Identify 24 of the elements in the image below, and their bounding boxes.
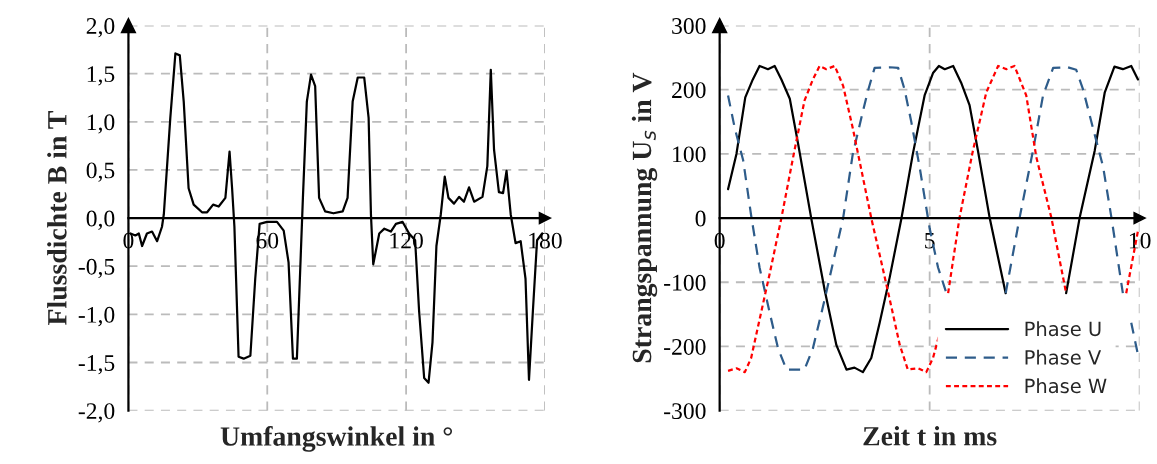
x-tick-label: 10: [1129, 232, 1151, 249]
y-axis-title: Strangspannung U$_{s}$ in V: [631, 72, 658, 363]
y-tick-label: 1,0: [87, 114, 115, 134]
legend-label: Phase U: [1025, 321, 1101, 337]
legend-label: Phase V: [1025, 349, 1102, 365]
y-tick-label: 2,0: [86, 18, 115, 38]
y-tick-label: 0,5: [86, 162, 115, 182]
y-tick-label: -1,0: [78, 306, 115, 327]
y-tick-label: -300: [664, 403, 706, 420]
y-tick-label: 0,0: [86, 210, 115, 230]
y-tick-label: -0,5: [78, 258, 115, 279]
x-axis-title: Zeit t in ms: [863, 426, 997, 446]
y-tick-label: -2,0: [78, 403, 115, 423]
y-axis-title: Flussdichte B in T: [47, 111, 67, 326]
y-tick-label: 200: [672, 82, 706, 99]
y-tick-label: 1,5: [87, 66, 115, 86]
y-tick-label: -200: [664, 338, 706, 355]
y-tick-label: 100: [673, 146, 706, 163]
y-tick-label: 0: [695, 210, 706, 227]
x-axis-title: Umfangswinkel in °: [220, 426, 453, 452]
y-tick-label: -1,5: [78, 355, 115, 375]
y-tick-label: 300: [672, 18, 706, 34]
y-tick-label: -100: [664, 274, 706, 291]
legend-label: Phase W: [1025, 378, 1107, 394]
